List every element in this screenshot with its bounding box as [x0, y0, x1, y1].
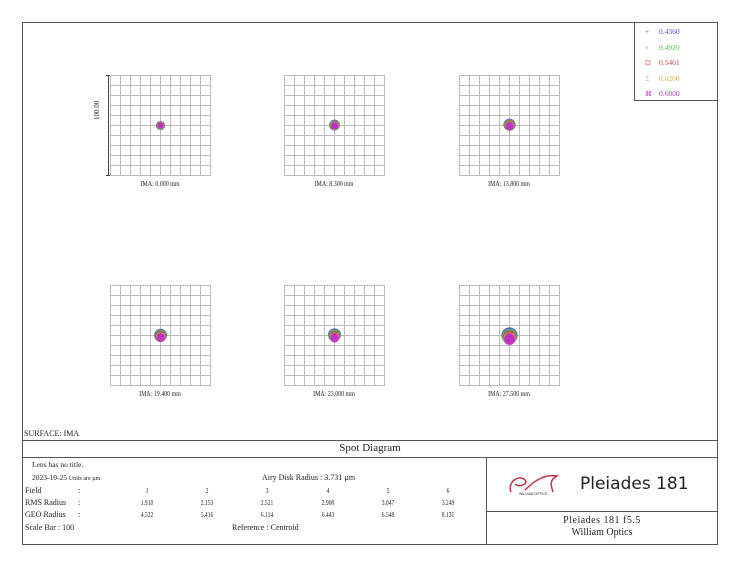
spot-core: [156, 332, 165, 341]
units: Units are µm.: [68, 476, 102, 482]
marker-icon: ×: [645, 43, 649, 52]
geo-value: 6.114: [260, 511, 274, 519]
william-optics-logo: WILLIAM OPTICS: [509, 474, 560, 496]
fields-value: 2: [205, 487, 209, 495]
lens-title: Lens has no title.: [32, 460, 84, 469]
legend-wavelength: 0.4360: [659, 27, 680, 36]
spot-plot: [110, 75, 211, 176]
spot-core: [505, 333, 514, 342]
reference-info: Reference : Centroid: [232, 523, 299, 532]
fields-value: 1: [145, 487, 149, 495]
legend-wavelength: 0.6800: [659, 89, 680, 98]
spot-plot: [284, 75, 385, 176]
spot-plot: [459, 75, 560, 176]
scale-bar-label: 100.00: [93, 100, 101, 120]
date: 2023-10-25: [32, 473, 67, 482]
product-name: Pleiades 181: [580, 474, 689, 494]
spot-plot: [459, 285, 560, 386]
fields-value: 6: [446, 487, 450, 495]
wavelength-legend: +0.4360 × 0.4920 ⊡ 0.5461 ⌶ 0.6200 ⌘ 0.6800: [634, 22, 718, 101]
fields-value: 4: [326, 487, 330, 495]
geo-value: 8.131: [441, 511, 455, 519]
spot-plot: [110, 285, 211, 386]
legend-wavelength: 0.5461: [659, 58, 680, 67]
geo-label: GEO Radius: [25, 510, 66, 519]
scale-bar: [106, 75, 112, 176]
legend-wavelength: 0.4920: [659, 42, 680, 52]
marker-icon: ⌶: [645, 74, 650, 83]
marker-icon: +: [645, 28, 649, 36]
spot-diagram-frame: [22, 22, 718, 545]
surface-label: SURFACE: IMA: [24, 429, 80, 438]
legend-item: ⊡ 0.5461: [645, 58, 680, 68]
geo-value: 5.416: [200, 511, 214, 519]
marker-icon: ⌘: [645, 90, 652, 98]
spot-core: [330, 332, 339, 341]
legend-item: +0.4360: [645, 27, 680, 37]
spot-core: [506, 122, 513, 129]
field-label: IMA: 19.400 mm: [139, 390, 181, 398]
scale-bar-info: Scale Bar : 100: [25, 523, 75, 532]
field-label: IMA: 27.500 mm: [488, 390, 530, 398]
rms-value: 2.153: [200, 499, 214, 507]
legend-wavelength: 0.6200: [659, 73, 680, 83]
fields-value: 3: [265, 487, 269, 495]
rms-value: 2.521: [260, 499, 274, 507]
geo-value: 4.522: [140, 511, 154, 519]
geo-value: 6.443: [321, 511, 335, 519]
geo-value: 6.548: [381, 511, 395, 519]
spot-core: [158, 123, 163, 128]
field-label: IMA: 13.800 mm: [488, 180, 530, 188]
legend-item: ⌘ 0.6800: [645, 89, 680, 99]
rms-value: 2.900: [321, 499, 335, 507]
manufacturer: William Optics: [571, 527, 633, 538]
rms-value: 3.047: [381, 499, 395, 507]
field-label: IMA: 23.000 mm: [313, 390, 355, 398]
marker-icon: ⊡: [645, 59, 651, 67]
rms-label: RMS Radius: [25, 498, 67, 507]
spot-core: [331, 122, 338, 129]
fields-value: 5: [386, 487, 390, 495]
field-label: Field: [25, 486, 42, 495]
legend-item: ⌶ 0.6200: [645, 74, 680, 84]
spot-plot: [284, 285, 385, 386]
field-label: IMA: 8.300 mm: [314, 180, 354, 188]
svg-text:WILLIAM OPTICS: WILLIAM OPTICS: [519, 492, 548, 496]
product-line: Pleiades 181 f5.5: [563, 515, 641, 526]
field-label: IMA: 0.000 mm: [140, 180, 180, 188]
legend-item: × 0.4920: [645, 43, 680, 53]
rms-value: 1.910: [140, 499, 154, 507]
airy-disk-radius: Airy Disk Radius : 3.731 µm: [262, 473, 356, 482]
rms-value: 3.249: [441, 499, 455, 507]
diagram-title: Spot Diagram: [339, 442, 401, 454]
